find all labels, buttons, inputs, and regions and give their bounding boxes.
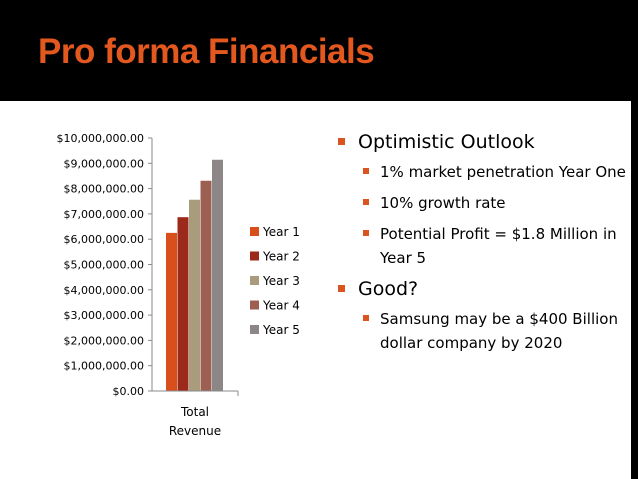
- sub-bullet-text: Samsung may be a $400 Billion dollar com…: [380, 310, 618, 352]
- title-bar: Pro forma Financials: [0, 0, 638, 101]
- sub-bullet-text: 1% market penetration Year One: [380, 163, 626, 181]
- sub-bullet-growth-rate: 10% growth rate: [336, 191, 626, 215]
- bar-year-5: [212, 159, 223, 391]
- chart-legend: Year 1 Year 2 Year 3 Year 4 Year 5: [250, 225, 300, 337]
- y-tick-label: $9,000,000.00: [64, 157, 144, 170]
- y-tick-label: $8,000,000.00: [64, 183, 144, 196]
- bar-year-3: [189, 199, 200, 391]
- y-tick-label: $6,000,000.00: [64, 233, 144, 246]
- x-category-label: Revenue: [169, 424, 221, 438]
- bar-year-4: [200, 180, 212, 391]
- bullet-list: Optimistic Outlook 1% market penetration…: [336, 130, 626, 362]
- sub-bullet-marker: [363, 168, 369, 174]
- sub-bullet-marker: [363, 230, 369, 236]
- y-tick-label: $1,000,000.00: [64, 360, 144, 373]
- slide-content-area: [0, 101, 631, 479]
- bullet-marker: [338, 285, 345, 292]
- sub-bullet-samsung: Samsung may be a $400 Billion dollar com…: [336, 307, 626, 355]
- y-tick-label: $10,000,000.00: [57, 132, 144, 145]
- y-tick-label: $5,000,000.00: [64, 259, 144, 272]
- legend-swatch: [250, 300, 259, 310]
- y-axis: $0.00 $1,000,000.00 $2,000,000.00 $3,000,00…: [57, 132, 153, 398]
- sub-bullet-marker: [363, 315, 369, 321]
- slide-edge: [631, 101, 638, 479]
- sub-bullet-text: Potential Profit = $1.8 Million in Year …: [380, 225, 617, 267]
- bullet-good: Good?: [336, 277, 626, 301]
- bullet-text: Good?: [358, 278, 419, 300]
- x-category-label: Total: [180, 405, 209, 419]
- legend-swatch: [250, 251, 259, 261]
- revenue-chart: $0.00 $1,000,000.00 $2,000,000.00 $3,000,00…: [57, 132, 300, 438]
- y-tick-label: $4,000,000.00: [64, 284, 144, 297]
- sub-bullet-marker: [363, 199, 369, 205]
- bar-year-1: [166, 232, 177, 391]
- sub-bullet-market-penetration: 1% market penetration Year One: [336, 160, 626, 184]
- legend-label: Year 3: [262, 274, 300, 288]
- bar-year-2: [177, 217, 189, 391]
- legend-swatch: [250, 276, 259, 285]
- bar-group: [166, 159, 223, 391]
- bullet-text: Optimistic Outlook: [358, 131, 535, 153]
- y-tick-label: $2,000,000.00: [64, 334, 144, 347]
- y-tick-label: $3,000,000.00: [64, 309, 144, 322]
- legend-label: Year 4: [262, 299, 300, 313]
- legend-label: Year 1: [262, 225, 300, 239]
- legend-label: Year 5: [262, 323, 300, 337]
- sub-bullet-text: 10% growth rate: [380, 194, 506, 212]
- sub-bullet-potential-profit: Potential Profit = $1.8 Million in Year …: [336, 222, 626, 270]
- legend-swatch: [250, 325, 259, 334]
- bullet-optimistic-outlook: Optimistic Outlook: [336, 130, 626, 154]
- y-tick-label: $0.00: [113, 385, 145, 398]
- x-axis: Total Revenue: [152, 390, 239, 438]
- slide-title: Pro forma Financials: [38, 32, 375, 71]
- bullet-marker: [338, 138, 345, 145]
- legend-swatch: [250, 227, 259, 236]
- y-tick-label: $7,000,000.00: [64, 208, 144, 221]
- legend-label: Year 2: [262, 250, 300, 264]
